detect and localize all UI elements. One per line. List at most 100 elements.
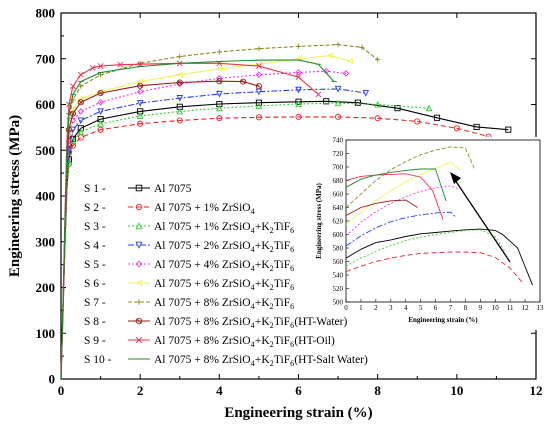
x-tick-label: 2	[137, 383, 144, 398]
data-point	[69, 83, 76, 90]
data-point	[505, 126, 512, 133]
legend-text: +K	[255, 240, 270, 252]
data-point	[137, 60, 143, 66]
legend-text: Al 7075	[154, 183, 192, 195]
data-point	[295, 69, 302, 76]
data-point	[97, 98, 104, 106]
legend-text: TiF	[274, 278, 290, 290]
x-tick-label: 10	[450, 383, 463, 398]
legend-subscript: 2	[270, 283, 274, 292]
data-point	[256, 46, 262, 52]
data-point	[342, 70, 350, 77]
data-point	[78, 100, 83, 105]
legend-series-id: S 7 -	[84, 297, 106, 309]
inset-x-tick-label: 2	[374, 304, 378, 312]
inset-x-tick-label: 13	[537, 304, 545, 312]
data-point	[335, 41, 341, 48]
legend-item: S 5 - Al 7075 + 4% ZrSiO4 +K2 TiF6	[84, 259, 294, 273]
data-point	[335, 113, 342, 120]
data-point	[326, 52, 334, 59]
legend-item: S 10 - Al 7075 + 8% ZrSiO4 +K2 TiF6 (HT-S…	[84, 354, 368, 368]
inset-series-1	[346, 228, 533, 286]
legend-subscript: 2	[270, 302, 274, 311]
legend-subscript: 6	[290, 340, 294, 349]
series-line	[60, 116, 489, 380]
data-point	[295, 113, 302, 120]
data-point	[425, 104, 433, 112]
data-point	[315, 91, 322, 98]
legend-subscript: 2	[270, 245, 274, 254]
legend-subscript: 6	[290, 226, 294, 235]
data-point	[394, 105, 401, 112]
x-tick-label: 0	[58, 383, 65, 398]
inset-series-9	[346, 173, 444, 220]
inset-x-tick-label: 11	[507, 304, 514, 312]
arrow-shaft	[454, 179, 511, 263]
legend-subscript: 6	[290, 245, 294, 254]
legend-subscript: 2	[270, 321, 274, 330]
inset-series-6	[346, 161, 462, 225]
legend-series-id: S 1 -	[84, 183, 106, 195]
data-point	[77, 125, 84, 132]
data-point	[217, 79, 222, 84]
data-point	[135, 184, 143, 192]
inset-y-tick-label: 660	[333, 191, 344, 199]
legend-label: Al 7075 + 8% ZrSiO4 +K2 TiF6 (HT-Salt Wa…	[154, 354, 368, 368]
legend-label: Al 7075 + 8% ZrSiO4 +K2 TiF6 (HT-Oil)	[154, 335, 335, 349]
y-tick-label: 300	[36, 234, 56, 249]
legend-subscript: 2	[270, 264, 274, 273]
data-point	[374, 115, 381, 122]
main-plot: 0 2 4 6 8 10 120100200300400500600700800Engine…	[7, 6, 543, 422]
inset-x-tick-label: 3	[389, 304, 393, 312]
legend-text: +K	[255, 316, 270, 328]
series-line	[60, 59, 335, 380]
data-point	[215, 65, 223, 73]
data-point	[216, 100, 223, 108]
data-point	[240, 79, 246, 84]
inset-series-2	[346, 251, 524, 285]
data-point	[255, 83, 262, 90]
legend-text: Al 7075 + 4% ZrSiO	[154, 259, 251, 271]
legend-text: Al 7075 + 8% ZrSiO	[154, 297, 251, 309]
legend-subscript: 6	[290, 283, 294, 292]
inset-y-axis-title: Engineering stress (MPa)	[315, 182, 323, 258]
data-point	[78, 83, 84, 89]
data-point	[137, 82, 144, 89]
data-point	[77, 128, 85, 136]
data-point	[216, 78, 223, 85]
inset-x-tick-label: 5	[419, 304, 423, 312]
legend-subscript: 4	[251, 264, 255, 273]
data-point	[138, 83, 143, 88]
series-line	[60, 54, 351, 380]
y-tick-label: 500	[36, 143, 56, 158]
legend-item: S 3 - Al 7075 + 1% ZrSiO4 +K2 TiF6	[84, 221, 294, 235]
data-point	[136, 318, 142, 324]
inset-x-tick-label: 12	[522, 304, 530, 312]
data-point	[346, 57, 354, 65]
inset-x-tick-label: 7	[449, 304, 453, 312]
data-point	[295, 100, 302, 108]
data-point	[295, 43, 302, 49]
data-point	[177, 80, 182, 85]
data-point	[177, 53, 183, 60]
inset-y-tick-label: 740	[333, 137, 344, 145]
data-point	[135, 222, 143, 230]
legend-text: Al 7075 + 1% ZrSiO	[154, 221, 251, 233]
data-point	[334, 99, 342, 107]
data-point	[97, 120, 104, 127]
data-point	[97, 63, 104, 69]
legend-text: TiF	[274, 221, 290, 233]
legend-subscript: 6	[290, 264, 294, 273]
data-point	[135, 279, 143, 287]
legend-label: Al 7075 + 1% ZrSiO4	[154, 202, 255, 216]
data-point	[77, 117, 85, 125]
legend-subscript: 4	[251, 359, 255, 368]
legend-subscript: 6	[290, 321, 294, 330]
inset-y-tick-label: 600	[333, 231, 344, 239]
data-point	[334, 85, 342, 93]
x-tick-label: 4	[216, 383, 223, 398]
legend-text: Al 7075 + 8% ZrSiO	[154, 335, 251, 347]
data-point	[216, 115, 223, 122]
legend-series-id: S 8 -	[84, 316, 106, 328]
